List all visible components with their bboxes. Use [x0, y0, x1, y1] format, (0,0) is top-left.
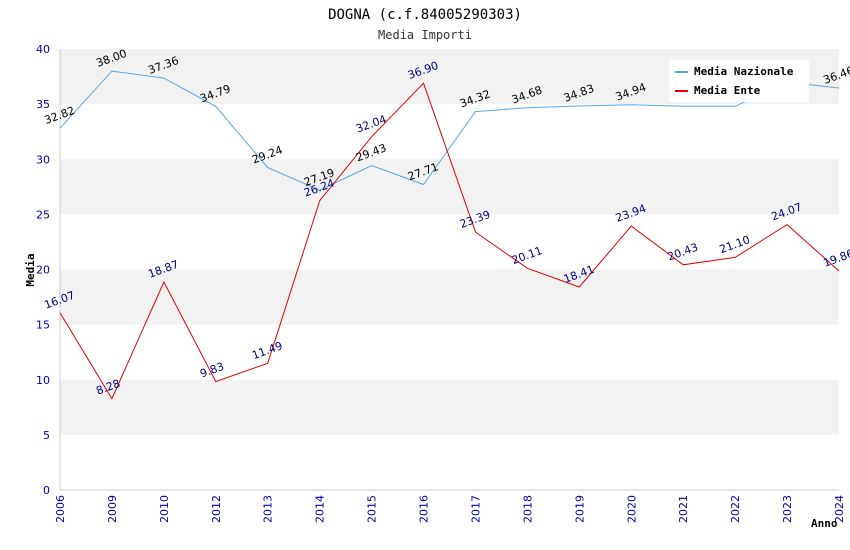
series-line-ente	[59, 82, 840, 400]
y-tick-label: 5	[43, 429, 50, 442]
x-tick-label: 2012	[210, 495, 223, 523]
x-axis-ticks: 2006 2009 2010 2012 2013 2014 2015 2016 2017 2018…	[54, 495, 846, 523]
data-label: 21.10	[718, 233, 752, 256]
y-tick-label: 15	[36, 319, 50, 332]
y-tick-label: 10	[36, 374, 50, 387]
data-label: 20.43	[666, 241, 700, 264]
legend-box	[669, 60, 809, 102]
legend: Media Nazionale Media Ente	[669, 60, 809, 102]
series-lines	[59, 70, 840, 400]
legend-label-nazionale: Media Nazionale	[694, 65, 794, 78]
grid-band	[60, 269, 839, 325]
y-tick-label: 0	[43, 484, 50, 497]
data-label: 11.49	[250, 339, 284, 362]
y-tick-label: 20	[36, 264, 50, 277]
y-axis-ticks: 0 5 10 15 20 25 30 35 40	[36, 43, 50, 497]
x-tick-label: 2019	[573, 495, 586, 523]
x-tick-label: 2010	[158, 495, 171, 523]
y-axis-label: Media	[24, 253, 37, 286]
x-tick-label: 2013	[262, 495, 275, 523]
x-tick-label: 2020	[625, 495, 638, 523]
y-tick-label: 25	[36, 208, 50, 221]
data-label: 9.83	[198, 360, 225, 381]
x-tick-label: 2017	[469, 495, 482, 523]
x-tick-label: 2024	[833, 495, 846, 523]
x-tick-label: 2018	[521, 495, 534, 523]
chart-title: DOGNA (c.f.84005290303)	[328, 7, 522, 23]
x-tick-label: 2016	[418, 495, 431, 523]
x-tick-label: 2022	[729, 495, 742, 523]
grid-band	[60, 379, 839, 435]
x-tick-label: 2006	[54, 495, 67, 523]
series-line-nazionale	[59, 70, 840, 191]
y-tick-label: 40	[36, 43, 50, 56]
y-tick-label: 30	[36, 153, 50, 166]
legend-label-ente: Media Ente	[694, 84, 761, 97]
x-tick-label: 2015	[366, 495, 379, 523]
grid-bands	[60, 49, 839, 435]
x-tick-label: 2009	[106, 495, 119, 523]
data-label: 19.86	[822, 247, 850, 270]
grid-band	[60, 159, 839, 215]
data-label: 32.04	[354, 113, 388, 136]
x-tick-label: 2023	[781, 495, 794, 523]
data-label: 20.11	[510, 244, 544, 267]
x-tick-label: 2014	[314, 495, 327, 523]
plot-frame	[59, 49, 839, 491]
y-tick-label: 35	[36, 98, 50, 111]
x-tick-label: 2021	[677, 495, 690, 523]
x-axis-label: Anno	[811, 517, 838, 530]
chart-subtitle: Media Importi	[378, 28, 472, 42]
